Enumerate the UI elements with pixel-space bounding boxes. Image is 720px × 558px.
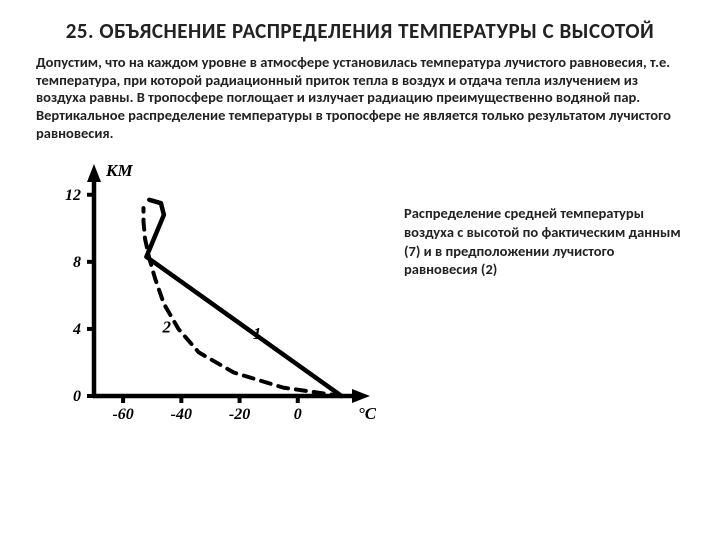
- svg-text:0: 0: [294, 406, 302, 423]
- temperature-altitude-chart: -60-40-2000481212КМ°C: [36, 156, 376, 436]
- svg-text:8: 8: [73, 254, 81, 271]
- svg-text:1: 1: [253, 324, 262, 343]
- page-title: 25. ОБЪЯСНЕНИЕ РАСПРЕДЕЛЕНИЯ ТЕМПЕРАТУРЫ…: [40, 18, 680, 44]
- svg-text:2: 2: [162, 318, 172, 337]
- svg-text:КМ: КМ: [105, 161, 134, 180]
- svg-text:4: 4: [72, 321, 81, 338]
- svg-text:-40: -40: [171, 406, 192, 423]
- lower-row: -60-40-2000481212КМ°C Распределение сред…: [36, 156, 684, 436]
- svg-text:12: 12: [65, 187, 81, 204]
- svg-text:0: 0: [73, 388, 81, 405]
- body-paragraph: Допустим, что на каждом уровне в атмосфе…: [36, 54, 684, 142]
- svg-text:°C: °C: [358, 404, 376, 423]
- svg-text:-20: -20: [229, 406, 250, 423]
- svg-text:-60: -60: [112, 406, 133, 423]
- figure-caption: Распределение средней температуры воздух…: [404, 204, 684, 278]
